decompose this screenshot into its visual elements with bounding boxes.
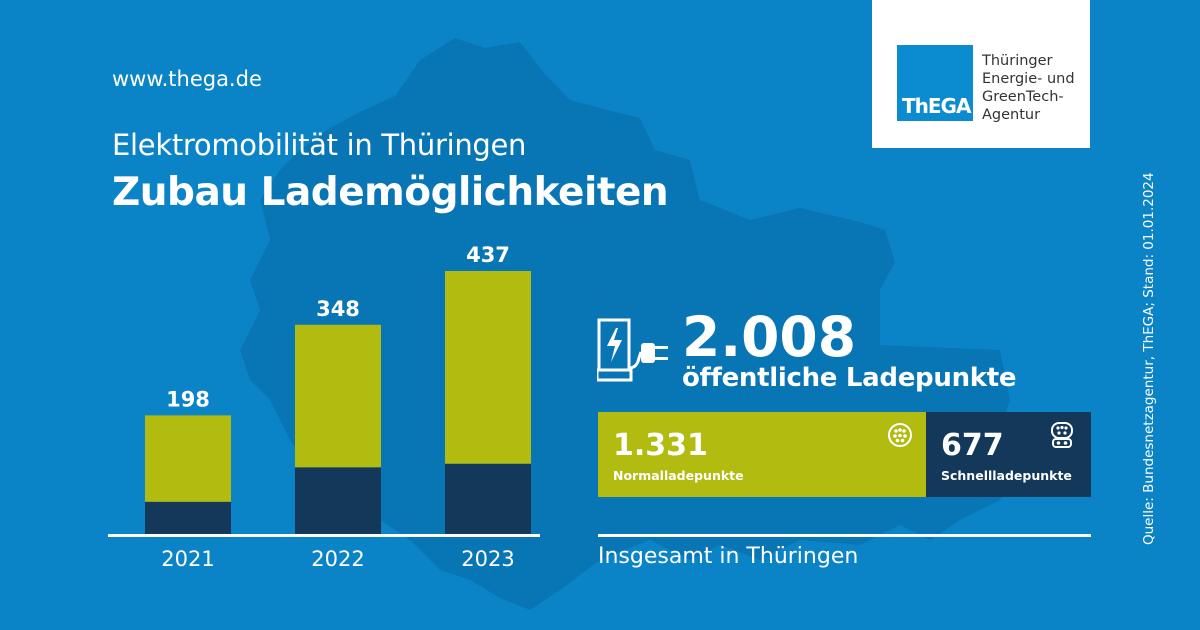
bar-segment-normal <box>445 271 531 464</box>
bar-segment-normal <box>145 415 231 502</box>
logo-line: Agentur <box>982 107 1041 123</box>
footer-caption: Insgesamt in Thüringen <box>598 544 859 569</box>
logo-mark: ThEGA <box>897 45 973 121</box>
charging-station-icon <box>597 318 668 382</box>
bar-total-label: 198 <box>166 387 210 411</box>
x-axis-line <box>108 534 540 537</box>
page-title: Zubau Lademöglichkeiten <box>112 170 669 215</box>
x-tick-label: 2022 <box>311 547 364 571</box>
bar-total-label: 437 <box>466 243 510 267</box>
breakdown-baseline <box>598 534 1091 537</box>
logo-line: GreenTech- <box>982 89 1064 105</box>
x-tick-label: 2023 <box>461 547 514 571</box>
subtitle: Elektromobilität in Thüringen <box>112 128 527 162</box>
thega-logo: ThEGA Thüringer Energie- und GreenTech- … <box>872 0 1090 148</box>
fast-charging-value: 677 <box>941 428 1004 463</box>
bar-segment-normal <box>295 324 381 468</box>
normal-charging-value: 1.331 <box>613 428 708 463</box>
logo-wordmark: Thüringer Energie- und GreenTech- Agentu… <box>982 52 1075 124</box>
normal-charging-label: Normalladepunkte <box>613 468 744 483</box>
ccs-connector-icon <box>1051 422 1073 448</box>
website-url: www.thega.de <box>112 67 262 91</box>
x-tick-label: 2021 <box>161 547 214 571</box>
fast-charging-segment: 677 Schnellladepunkte <box>926 412 1091 497</box>
total-charging-points: 2.008 <box>682 305 856 369</box>
logo-mark-text: ThEGA <box>902 94 971 118</box>
charging-points-breakdown: 1.331 Normalladepunkte 677 Schnellladepu… <box>598 412 1091 497</box>
logo-line: Energie- und <box>982 71 1075 87</box>
bar-total-label: 348 <box>316 297 360 321</box>
bar-segment-fast <box>145 501 231 535</box>
normal-charging-segment: 1.331 Normalladepunkte <box>598 412 926 497</box>
bar-segment-fast <box>445 463 531 535</box>
type2-connector-icon <box>888 423 912 447</box>
fast-charging-label: Schnellladepunkte <box>941 468 1072 483</box>
logo-line: Thüringer <box>982 53 1053 69</box>
total-charging-points-label: öffentliche Ladepunkte <box>682 363 1017 393</box>
bar-segment-fast <box>295 467 381 535</box>
